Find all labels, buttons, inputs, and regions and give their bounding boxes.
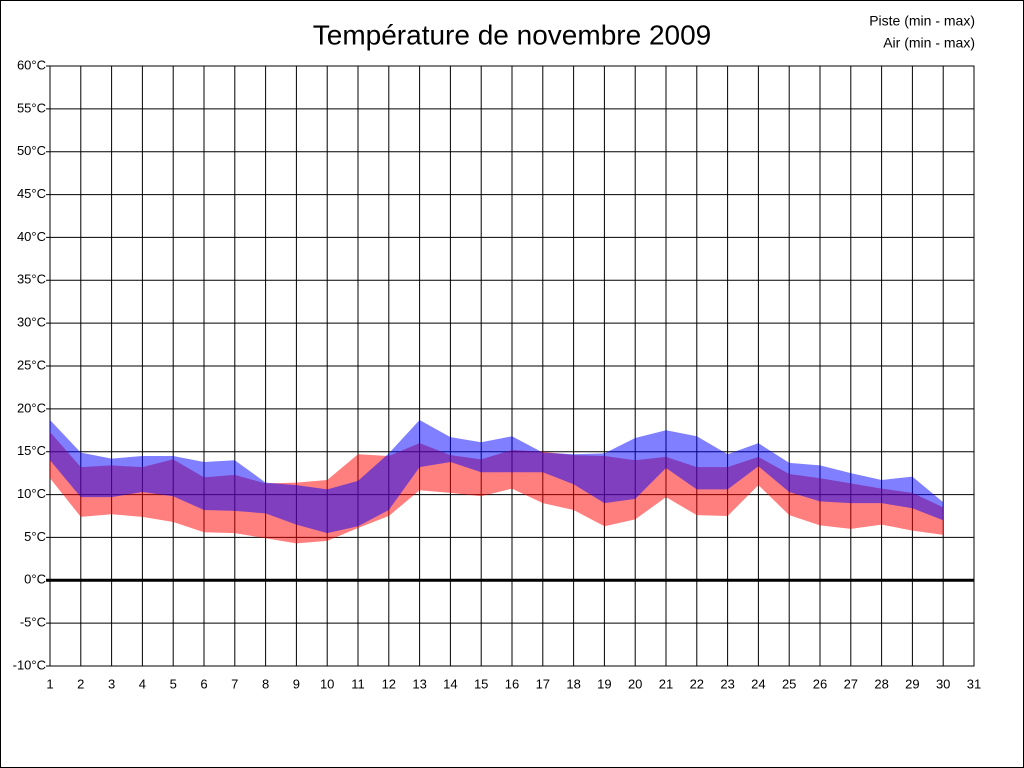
y-tick-label: 45°C — [17, 186, 46, 201]
x-tick-label: 17 — [536, 676, 550, 691]
x-tick-label: 9 — [293, 676, 300, 691]
chart-title: Température de novembre 2009 — [313, 19, 711, 50]
y-tick-label: 60°C — [17, 57, 46, 72]
y-tick-label: -10°C — [13, 657, 46, 672]
plot-border — [49, 65, 975, 667]
y-tick-label: 35°C — [17, 272, 46, 287]
x-tick-label: 4 — [139, 676, 146, 691]
x-tick-label: 8 — [262, 676, 269, 691]
x-tick-label: 11 — [351, 676, 365, 691]
x-tick-label: 19 — [597, 676, 611, 691]
x-tick-label: 18 — [566, 676, 580, 691]
x-tick-label: 21 — [659, 676, 673, 691]
legend-label: Piste (min - max) — [869, 13, 975, 29]
x-tick-label: 10 — [320, 676, 334, 691]
x-tick-label: 5 — [170, 676, 177, 691]
y-tick-label: 15°C — [17, 443, 46, 458]
x-tick-label: 20 — [628, 676, 642, 691]
y-tick-label: 55°C — [17, 100, 46, 115]
y-tick-label: -5°C — [20, 615, 46, 630]
x-tick-label: 22 — [690, 676, 704, 691]
y-tick-label: 40°C — [17, 229, 46, 244]
x-tick-label: 6 — [200, 676, 207, 691]
y-tick-label: 10°C — [17, 486, 46, 501]
x-tick-label: 23 — [720, 676, 734, 691]
x-tick-label: 30 — [936, 676, 950, 691]
x-tick-label: 24 — [751, 676, 765, 691]
x-tick-label: 12 — [382, 676, 396, 691]
legend-label: Air (min - max) — [883, 35, 975, 51]
x-tick-label: 14 — [443, 676, 457, 691]
x-tick-label: 29 — [905, 676, 919, 691]
y-tick-label: 30°C — [17, 315, 46, 330]
x-tick-label: 28 — [874, 676, 888, 691]
y-tick-label: 20°C — [17, 400, 46, 415]
y-tick-label: 0°C — [24, 572, 46, 587]
x-tick-label: 26 — [813, 676, 827, 691]
x-tick-label: 15 — [474, 676, 488, 691]
x-tick-label: 25 — [782, 676, 796, 691]
x-tick-label: 13 — [412, 676, 426, 691]
x-tick-label: 7 — [231, 676, 238, 691]
x-tick-label: 2 — [77, 676, 84, 691]
y-tick-label: 50°C — [17, 143, 46, 158]
range-area — [50, 420, 944, 534]
y-tick-label: 25°C — [17, 357, 46, 372]
x-tick-label: 16 — [505, 676, 519, 691]
x-tick-label: 31 — [967, 676, 981, 691]
x-tick-label: 27 — [844, 676, 858, 691]
x-tick-label: 1 — [46, 676, 53, 691]
x-tick-label: 3 — [108, 676, 115, 691]
y-tick-label: 5°C — [24, 529, 46, 544]
